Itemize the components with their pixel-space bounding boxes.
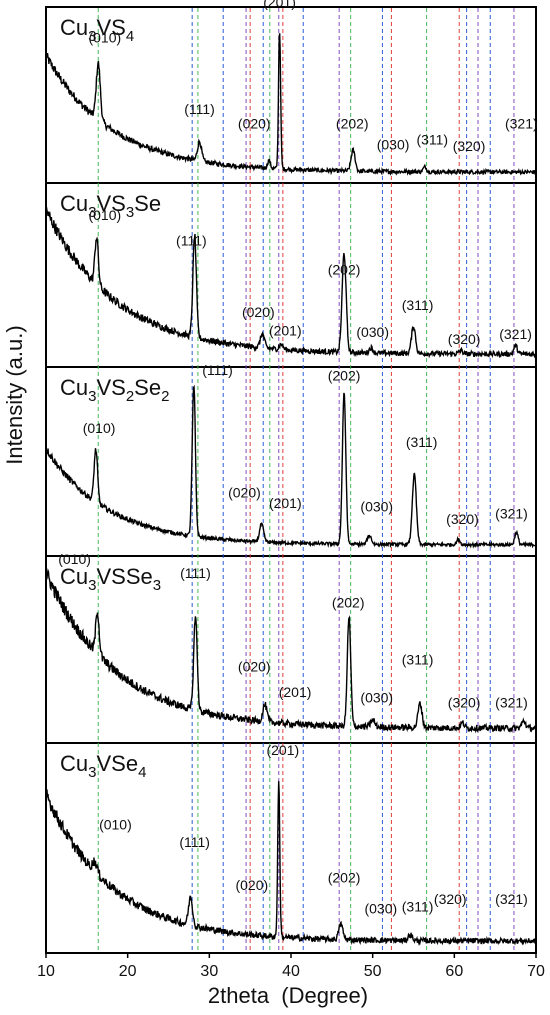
panel-title: Cu3VS4 — [60, 15, 134, 45]
peak-label: (202) — [336, 115, 369, 131]
peak-label: (321) — [499, 326, 532, 342]
peak-label: (201) — [263, 0, 296, 10]
peak-label: (030) — [364, 901, 397, 917]
peak-label: (201) — [269, 323, 302, 339]
xrd-traces — [45, 33, 537, 946]
panel-title-part: Cu — [60, 15, 88, 40]
panel-title-subscript: 3 — [88, 204, 96, 221]
panel-title-part: VS — [96, 15, 125, 40]
panel-title-part: VSe — [96, 751, 138, 776]
panel-title-part: Cu — [60, 564, 88, 589]
peak-label: (311) — [406, 434, 438, 450]
panel-title: Cu3VSe4 — [60, 751, 146, 781]
peak-labels: (010)(201)(111)(020) (202)(030) (311) (320)… — [58, 0, 537, 917]
peak-label: (111) — [179, 834, 210, 850]
peak-label: (030) — [360, 689, 393, 705]
peak-label: (202) — [328, 869, 361, 885]
peak-label: (311) — [402, 297, 434, 313]
peak-label: (202) — [332, 594, 365, 610]
x-axis-label: 2theta (Degree) — [208, 983, 368, 1008]
panel-title-part: Se — [134, 191, 161, 216]
panel-title-subscript: 2 — [161, 388, 169, 405]
panel-title-subscript: 3 — [88, 577, 96, 594]
xrd-trace — [45, 781, 537, 946]
panel-title: Cu3VS2Se2 — [60, 375, 169, 405]
peak-label: (320) — [453, 138, 486, 154]
xrd-trace — [45, 568, 537, 734]
peak-label: (202) — [328, 261, 361, 277]
peak-label: (201) — [279, 684, 312, 700]
panel-title-subscript: 2 — [126, 388, 134, 405]
peak-label: (010) — [99, 816, 132, 832]
peak-label: (020) — [242, 304, 275, 320]
peak-label: (320) — [434, 891, 467, 907]
peak-label: (321) — [505, 115, 538, 131]
x-tick-label: 10 — [37, 963, 55, 980]
x-tick-label: 70 — [527, 963, 545, 980]
x-axis: 10 20 30 40 50 60 70 — [37, 953, 545, 980]
panel-title: Cu3VS3Se — [60, 191, 161, 221]
panel-title-part: Cu — [60, 191, 88, 216]
panel-title-part: VS — [96, 375, 125, 400]
peak-label: (020) — [228, 485, 261, 501]
panel-title-part: Se — [134, 375, 161, 400]
panel-title-part: VSSe — [96, 564, 152, 589]
peak-label: (201) — [266, 742, 299, 758]
x-tick-label: 30 — [200, 963, 218, 980]
peak-label: (020) — [235, 877, 268, 893]
panel-title-subscript: 3 — [126, 204, 134, 221]
peak-label: (010) — [88, 30, 121, 46]
x-tick-label: 20 — [119, 963, 137, 980]
x-tick-label: 60 — [445, 963, 463, 980]
peak-label: (321) — [495, 506, 528, 522]
peak-label: (010) — [83, 420, 116, 436]
panel-title-part: Cu — [60, 751, 88, 776]
peak-label: (201) — [269, 495, 302, 511]
peak-label: (320) — [448, 695, 481, 711]
peak-label: (320) — [446, 511, 479, 527]
xrd-trace — [45, 207, 537, 359]
peak-label: (111) — [180, 565, 211, 581]
x-tick-label: 50 — [364, 963, 382, 980]
panel-title-subscript: 3 — [88, 388, 96, 405]
peak-label: (010) — [58, 551, 91, 567]
panel-title-subscript: 3 — [88, 28, 96, 45]
peak-label: (030) — [356, 324, 389, 340]
panel-title-subscript: 3 — [153, 577, 161, 594]
panel-title-subscript: 3 — [88, 764, 96, 781]
peak-label: (111) — [176, 232, 207, 248]
peak-label: (321) — [495, 891, 528, 907]
peak-label: (311) — [416, 132, 448, 148]
peak-label: (320) — [448, 331, 481, 347]
x-tick-label: 40 — [282, 963, 300, 980]
peak-label: (111) — [184, 101, 215, 117]
panel-frames — [45, 6, 537, 954]
panel-title-part: Cu — [60, 375, 88, 400]
peak-label: (010) — [88, 207, 121, 223]
peak-label: (202) — [328, 367, 361, 383]
peak-label: (020) — [238, 115, 271, 131]
xrd-trace — [45, 384, 536, 549]
peak-label: (311) — [402, 899, 434, 915]
peak-label: (020) — [238, 658, 271, 674]
reference-lines — [97, 8, 515, 952]
panel-title-subscript: 4 — [138, 764, 146, 781]
peak-label: (030) — [377, 136, 410, 152]
panel-title: Cu3VSSe3 — [60, 564, 161, 594]
peak-label: (030) — [360, 499, 393, 515]
panel-title-subscript: 4 — [126, 28, 134, 45]
peak-label: (311) — [402, 651, 434, 667]
peak-label: (321) — [495, 695, 528, 711]
peak-label: (111) — [202, 362, 233, 378]
y-axis-label: Intensity (a.u.) — [2, 325, 27, 464]
xrd-trace — [45, 33, 537, 177]
panel-title-part: VS — [96, 191, 125, 216]
